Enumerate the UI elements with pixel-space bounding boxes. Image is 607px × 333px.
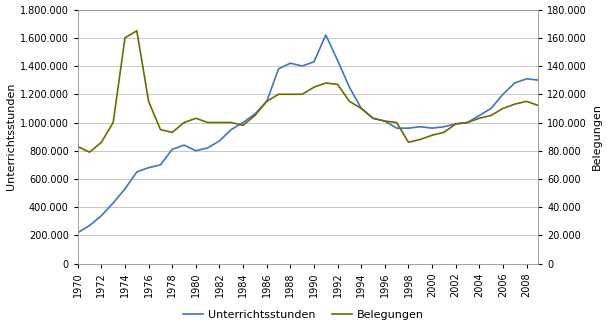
Y-axis label: Belegungen: Belegungen — [591, 103, 602, 170]
Legend: Unterrichtsstunden, Belegungen: Unterrichtsstunden, Belegungen — [179, 305, 428, 324]
Y-axis label: Unterrichtsstunden: Unterrichtsstunden — [5, 83, 16, 190]
